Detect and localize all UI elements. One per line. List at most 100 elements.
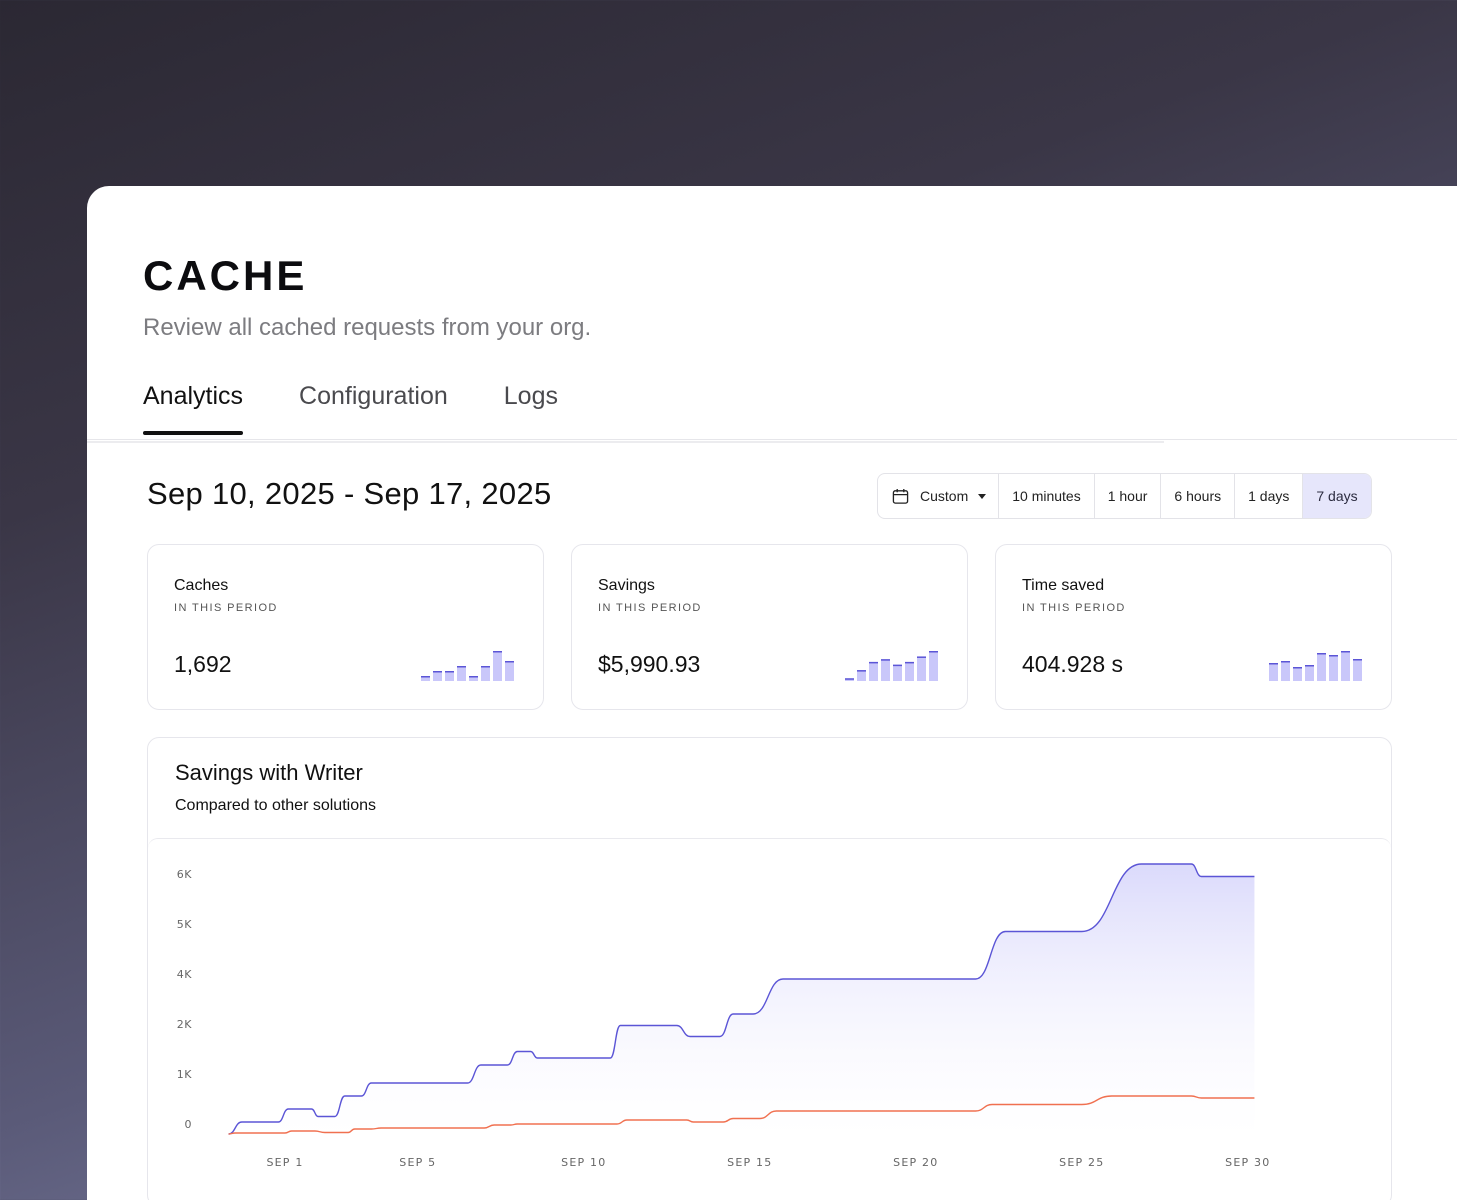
sparkline-bar-cap (1269, 663, 1278, 665)
custom-range-label: Custom (920, 488, 969, 504)
page-subtitle: Review all cached requests from your org… (143, 314, 592, 341)
tab-bar: Analytics Configuration Logs (143, 382, 614, 435)
y-axis-tick: 2K (177, 1018, 192, 1031)
x-axis-tick: SEP 20 (893, 1156, 938, 1169)
stat-card-time-saved: Time saved IN THIS PERIOD 404.928 s (995, 544, 1392, 710)
sparkline-bar-cap (917, 656, 926, 658)
range-option-1-days[interactable]: 1 days (1235, 474, 1304, 518)
tab-logs[interactable]: Logs (503, 382, 558, 410)
sparkline-bar-cap (457, 666, 466, 668)
chevron-down-icon (978, 493, 987, 499)
sparkline-bar-cap (881, 659, 890, 661)
savings-area-fill (228, 864, 1255, 1139)
chart-title: Savings with Writer (175, 760, 363, 785)
sparkline-bar-cap (1305, 665, 1314, 667)
sparkline-bar-cap (929, 651, 938, 653)
sparkline-bar (1281, 661, 1290, 681)
sparkline-bar-cap (421, 676, 430, 678)
series-line-other-solutions (228, 1095, 1255, 1135)
sparkline-bar (881, 659, 890, 681)
series-line-writer (228, 863, 1255, 1135)
stat-value: 1,692 (174, 651, 232, 677)
x-axis-tick: SEP 5 (399, 1156, 436, 1169)
y-axis-tick: 0 (185, 1118, 193, 1131)
sparkline-bar (869, 661, 878, 681)
chart-area: 0 1K 2K 4K 5K 6K SEP 1 SEP 5 SEP 10 SEP 15 SEP 20 S… (148, 838, 1391, 1200)
sparkline-bar (421, 676, 430, 681)
x-axis-tick: SEP 25 (1059, 1156, 1104, 1169)
stat-subtitle: IN THIS PERIOD (1022, 602, 1126, 614)
sparkline-bar (481, 666, 490, 681)
sparkline-bar-cap (469, 676, 478, 678)
sparkline-bar (929, 651, 938, 681)
stat-value: 404.928 s (1022, 651, 1124, 677)
stat-card-caches: Caches IN THIS PERIOD 1,692 (147, 544, 544, 710)
sparkline-bar-cap (493, 651, 502, 653)
stat-value: $5,990.93 (598, 651, 701, 677)
sparkline-bar (1293, 667, 1302, 681)
sparkline-bar (905, 661, 914, 681)
sparkline-bar-cap (505, 661, 514, 663)
sparkline-bar (469, 676, 478, 681)
sparkline-bar-cap (845, 678, 854, 680)
stat-subtitle: IN THIS PERIOD (174, 602, 278, 614)
date-range-label: Sep 10, 2025 - Sep 17, 2025 (147, 476, 552, 511)
stat-subtitle: IN THIS PERIOD (598, 602, 702, 614)
sparkline-time-saved (1269, 651, 1362, 681)
sparkline-bar (1353, 659, 1362, 681)
x-axis-tick: SEP 15 (727, 1156, 772, 1169)
sparkline-bar (1269, 663, 1278, 681)
tab-configuration[interactable]: Configuration (299, 382, 448, 410)
sparkline-bar (445, 671, 454, 681)
sparkline-bar-cap (1353, 659, 1362, 661)
main-panel: CACHE Review all cached requests from yo… (87, 186, 1457, 1200)
sparkline-bar-cap (1317, 653, 1326, 655)
y-axis-tick: 4K (177, 968, 192, 981)
sparkline-bar-cap (445, 671, 454, 673)
sparkline-bar (433, 671, 442, 681)
y-axis-tick: 6K (177, 868, 192, 881)
range-option-6-hours[interactable]: 6 hours (1161, 474, 1236, 518)
chart-subtitle: Compared to other solutions (175, 797, 376, 814)
stat-card-savings: Savings IN THIS PERIOD $5,990.93 (571, 544, 968, 710)
x-axis-tick: SEP 10 (561, 1156, 606, 1169)
tab-analytics[interactable]: Analytics (143, 382, 244, 435)
stat-title: Savings (598, 577, 655, 594)
sparkline-bar-cap (905, 661, 914, 664)
sparkline-caches (421, 651, 514, 681)
sparkline-bar-cap (1293, 667, 1302, 669)
sparkline-bar-cap (481, 666, 490, 668)
range-option-1-hour[interactable]: 1 hour (1095, 474, 1162, 518)
sparkline-bar-cap (857, 670, 866, 672)
tabs-divider-secondary (87, 441, 1164, 443)
tabs-divider (87, 439, 1457, 440)
sparkline-bar-cap (1341, 651, 1350, 653)
sparkline-bar (1317, 653, 1326, 681)
stat-title: Caches (174, 577, 229, 594)
sparkline-savings (845, 651, 938, 681)
sparkline-bar (493, 651, 502, 681)
savings-chart-card: Savings with Writer Compared to other so… (147, 737, 1392, 1200)
stat-title: Time saved (1022, 577, 1105, 594)
range-option-7-days[interactable]: 7 days (1303, 474, 1371, 518)
page-title: CACHE (143, 252, 308, 299)
range-option-10-minutes[interactable]: 10 minutes (999, 474, 1095, 518)
custom-range-dropdown[interactable]: Custom (878, 474, 1000, 518)
x-axis-tick: SEP 30 (1225, 1156, 1270, 1169)
time-range-selector: Custom 10 minutes 1 hour 6 hours 1 days … (877, 473, 1372, 519)
sparkline-bar-cap (1281, 661, 1290, 663)
y-axis-tick: 1K (177, 1068, 192, 1081)
sparkline-bar (1329, 655, 1338, 681)
sparkline-bar-cap (433, 671, 442, 673)
sparkline-bar (917, 656, 926, 681)
sparkline-bar (1305, 665, 1314, 681)
sparkline-bar (857, 670, 866, 681)
calendar-icon (892, 488, 909, 504)
sparkline-bar (1341, 651, 1350, 681)
sparkline-bar-cap (1329, 655, 1338, 657)
sparkline-bar-cap (893, 664, 902, 667)
y-axis-tick: 5K (177, 918, 192, 931)
savings-chart: 0 1K 2K 4K 5K 6K SEP 1 SEP 5 SEP 10 SEP 15 SEP 20 S… (177, 863, 1270, 1169)
x-axis-tick: SEP 1 (266, 1156, 303, 1169)
sparkline-bar (457, 666, 466, 681)
